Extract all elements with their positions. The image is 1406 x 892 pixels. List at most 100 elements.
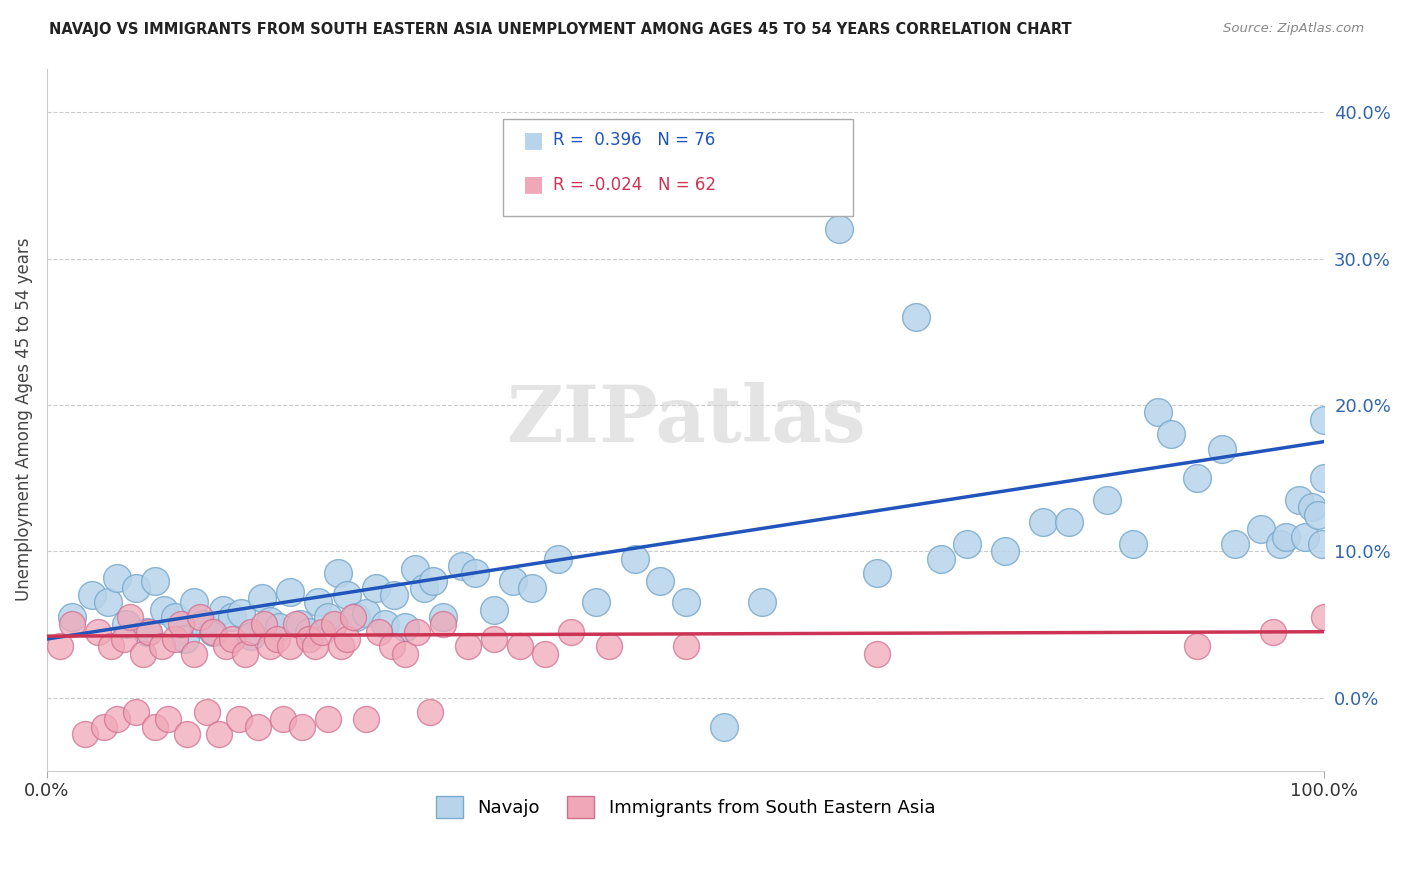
Point xyxy=(336,632,359,646)
Point xyxy=(1185,640,1208,654)
Point xyxy=(135,624,157,639)
Point xyxy=(125,705,148,719)
Point xyxy=(221,610,243,624)
Point xyxy=(1250,522,1272,536)
Point xyxy=(145,574,167,588)
Point xyxy=(298,624,321,639)
Point xyxy=(406,624,429,639)
Y-axis label: Unemployment Among Ages 45 to 54 years: Unemployment Among Ages 45 to 54 years xyxy=(15,238,32,601)
Point xyxy=(1263,624,1285,639)
Point xyxy=(138,624,160,639)
Text: R = -0.024   N = 62: R = -0.024 N = 62 xyxy=(553,176,716,194)
Point xyxy=(150,640,173,654)
Point xyxy=(1223,537,1246,551)
Point xyxy=(394,647,416,661)
Point xyxy=(404,562,426,576)
Point xyxy=(336,588,359,602)
Point xyxy=(183,647,205,661)
Point xyxy=(304,640,326,654)
Point xyxy=(547,551,569,566)
Point xyxy=(278,640,301,654)
Point xyxy=(994,544,1017,558)
Point xyxy=(93,720,115,734)
Point xyxy=(291,720,314,734)
Point xyxy=(1294,530,1316,544)
Point xyxy=(368,624,391,639)
Point xyxy=(307,595,329,609)
Point xyxy=(271,713,294,727)
Point xyxy=(828,222,851,236)
Point xyxy=(229,606,252,620)
Point xyxy=(246,720,269,734)
Point xyxy=(866,647,889,661)
Point xyxy=(208,727,231,741)
Point xyxy=(105,713,128,727)
Point xyxy=(233,647,256,661)
Point xyxy=(464,566,486,581)
Point xyxy=(316,610,339,624)
Point xyxy=(80,588,103,602)
Text: ■: ■ xyxy=(523,175,544,194)
Point xyxy=(100,640,122,654)
Point xyxy=(1185,471,1208,485)
Point xyxy=(212,603,235,617)
Point xyxy=(381,640,404,654)
Point xyxy=(432,610,454,624)
Point xyxy=(170,617,193,632)
Point xyxy=(342,610,364,624)
Point xyxy=(432,617,454,632)
Point xyxy=(789,164,811,178)
Point xyxy=(648,574,671,588)
Point xyxy=(201,624,224,639)
Point xyxy=(228,713,250,727)
Point xyxy=(1313,471,1336,485)
Point xyxy=(457,640,479,654)
Point xyxy=(522,581,544,595)
Point xyxy=(191,617,214,632)
Point xyxy=(482,632,505,646)
Point xyxy=(1275,530,1298,544)
Point xyxy=(201,624,224,639)
Point xyxy=(311,624,333,639)
Point xyxy=(585,595,607,609)
Point xyxy=(929,551,952,566)
Point xyxy=(131,647,153,661)
Point xyxy=(176,727,198,741)
Point xyxy=(87,624,110,639)
Point xyxy=(1160,427,1182,442)
Point xyxy=(240,624,263,639)
Point xyxy=(344,610,367,624)
Point xyxy=(1147,405,1170,419)
Point xyxy=(240,629,263,643)
Point xyxy=(75,727,97,741)
Point xyxy=(1288,493,1310,508)
Point xyxy=(1268,537,1291,551)
Point xyxy=(560,624,582,639)
Point xyxy=(62,610,84,624)
Point xyxy=(163,610,186,624)
Point xyxy=(105,571,128,585)
Point xyxy=(356,713,378,727)
Point xyxy=(62,617,84,632)
Point xyxy=(422,574,444,588)
Point xyxy=(356,606,378,620)
Point xyxy=(394,620,416,634)
Point xyxy=(285,617,308,632)
Point xyxy=(112,632,135,646)
Point xyxy=(215,640,238,654)
Point xyxy=(675,595,697,609)
Point xyxy=(374,617,396,632)
Point xyxy=(509,640,531,654)
Point xyxy=(419,705,441,719)
Point xyxy=(751,595,773,609)
Point xyxy=(382,588,405,602)
Point xyxy=(259,640,281,654)
Text: Source: ZipAtlas.com: Source: ZipAtlas.com xyxy=(1223,22,1364,36)
Point xyxy=(866,566,889,581)
Point xyxy=(221,632,243,646)
Point xyxy=(316,713,339,727)
Point xyxy=(534,647,557,661)
Point xyxy=(125,581,148,595)
Point xyxy=(173,632,195,646)
Point xyxy=(329,640,352,654)
